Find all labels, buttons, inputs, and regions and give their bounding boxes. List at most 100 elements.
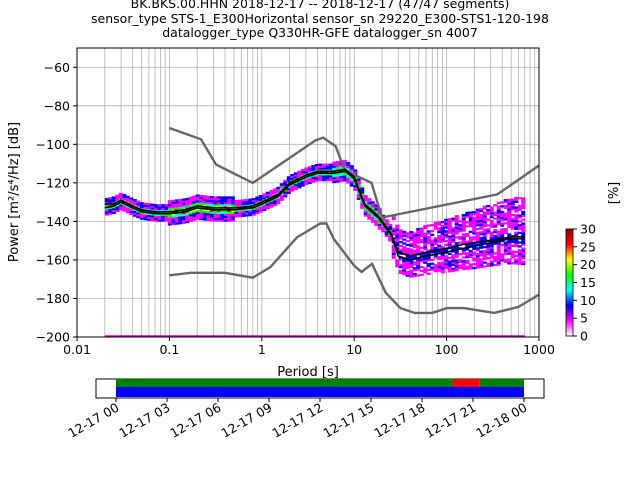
heatmap-cell	[342, 171, 347, 174]
heatmap-cell	[290, 183, 295, 186]
heatmap-cell	[321, 177, 326, 180]
heatmap-cell	[437, 229, 442, 232]
heatmap-cell	[503, 251, 508, 254]
heatmap-cell	[514, 245, 519, 248]
heatmap-cell	[391, 233, 396, 236]
heatmap-cell	[475, 233, 480, 236]
heatmap-cell	[468, 219, 473, 222]
heatmap-cell	[307, 179, 312, 182]
heatmap-cell	[454, 244, 459, 247]
heatmap-cell	[356, 191, 361, 195]
heatmap-cell	[258, 206, 263, 209]
heatmap-cell	[328, 175, 333, 178]
heatmap-cell	[479, 219, 484, 222]
heatmap-cell	[230, 215, 235, 218]
heatmap-cell	[479, 265, 484, 269]
heatmap-cell	[440, 240, 445, 243]
heatmap-cell	[332, 175, 337, 178]
heatmap-cell	[178, 198, 183, 202]
heatmap-cell	[500, 228, 505, 231]
heatmap-cell	[363, 202, 368, 206]
heatmap-cell	[146, 210, 151, 214]
heatmap-cell	[521, 224, 526, 227]
heatmap-cell	[244, 202, 249, 206]
heatmap-cell	[164, 217, 169, 220]
heatmap-cell	[402, 263, 407, 266]
heatmap-cell	[293, 183, 298, 187]
y-tick-label: −120	[36, 175, 70, 190]
heatmap-cell	[440, 234, 445, 237]
heatmap-cell	[514, 218, 519, 221]
heatmap-cell	[230, 219, 235, 222]
heatmap-cell	[223, 204, 228, 207]
heatmap-cell	[454, 253, 459, 256]
heatmap-cell	[143, 208, 148, 211]
heatmap-cell	[321, 169, 326, 172]
heatmap-cell	[125, 197, 130, 200]
heatmap-cell	[199, 194, 204, 198]
colorbar-tick-label: 25	[580, 239, 596, 254]
heatmap-cell	[300, 170, 305, 174]
heatmap-cell	[437, 231, 442, 234]
heatmap-cell	[335, 174, 340, 177]
heatmap-cell	[419, 260, 424, 263]
heatmap-cell	[461, 227, 466, 230]
heatmap-cell	[412, 240, 417, 243]
heatmap-cell	[174, 216, 179, 219]
heatmap-cell	[262, 208, 267, 212]
heatmap-cell	[402, 246, 407, 249]
heatmap-cell	[458, 224, 463, 227]
heatmap-cell	[468, 221, 473, 224]
timeline-tick-label: 12-17 12	[269, 400, 325, 441]
heatmap-cell	[328, 173, 333, 176]
heatmap-cell	[181, 210, 186, 213]
heatmap-cell	[241, 212, 246, 215]
heatmap-cell	[486, 230, 491, 233]
heatmap-cell	[521, 210, 526, 214]
heatmap-cell	[437, 240, 442, 243]
heatmap-cell	[444, 259, 449, 262]
heatmap-cell	[479, 258, 484, 261]
heatmap-cell	[265, 191, 270, 194]
heatmap-cell	[367, 203, 372, 207]
heatmap-cell	[426, 239, 431, 243]
heatmap-cell	[143, 216, 148, 219]
heatmap-cell	[139, 217, 144, 220]
heatmap-cell	[521, 253, 526, 256]
heatmap-cell	[325, 163, 330, 166]
heatmap-cell	[433, 256, 438, 259]
heatmap-cell	[255, 200, 260, 203]
heatmap-cell	[486, 224, 491, 227]
heatmap-cell	[479, 246, 484, 249]
heatmap-cell	[510, 221, 515, 224]
heatmap-cell	[426, 268, 431, 272]
heatmap-cell	[433, 221, 438, 225]
heatmap-cell	[174, 199, 179, 202]
heatmap-cell	[402, 261, 407, 264]
heatmap-cell	[468, 215, 473, 218]
heatmap-cell	[510, 198, 515, 201]
heatmap-cell	[363, 198, 368, 202]
heatmap-cell	[181, 202, 186, 205]
heatmap-cell	[146, 212, 151, 215]
heatmap-cell	[412, 269, 417, 272]
heatmap-cell	[423, 253, 428, 257]
heatmap-cell	[486, 208, 491, 212]
heatmap-cell	[503, 222, 508, 225]
heatmap-cell	[206, 214, 211, 218]
heatmap-cell	[195, 200, 200, 203]
heatmap-cell	[433, 268, 438, 271]
heatmap-cell	[220, 200, 225, 203]
heatmap-cell	[416, 239, 421, 242]
heatmap-cell	[514, 241, 519, 244]
heatmap-cell	[353, 188, 358, 191]
plot-frame	[76, 47, 540, 338]
heatmap-cell	[447, 235, 452, 238]
heatmap-cell	[475, 218, 480, 221]
heatmap-cell	[521, 255, 526, 258]
heatmap-cell	[304, 167, 309, 170]
heatmap-cell	[395, 238, 400, 241]
heatmap-cell	[290, 174, 295, 177]
heatmap-cell	[129, 197, 134, 200]
heatmap-cell	[304, 169, 309, 172]
